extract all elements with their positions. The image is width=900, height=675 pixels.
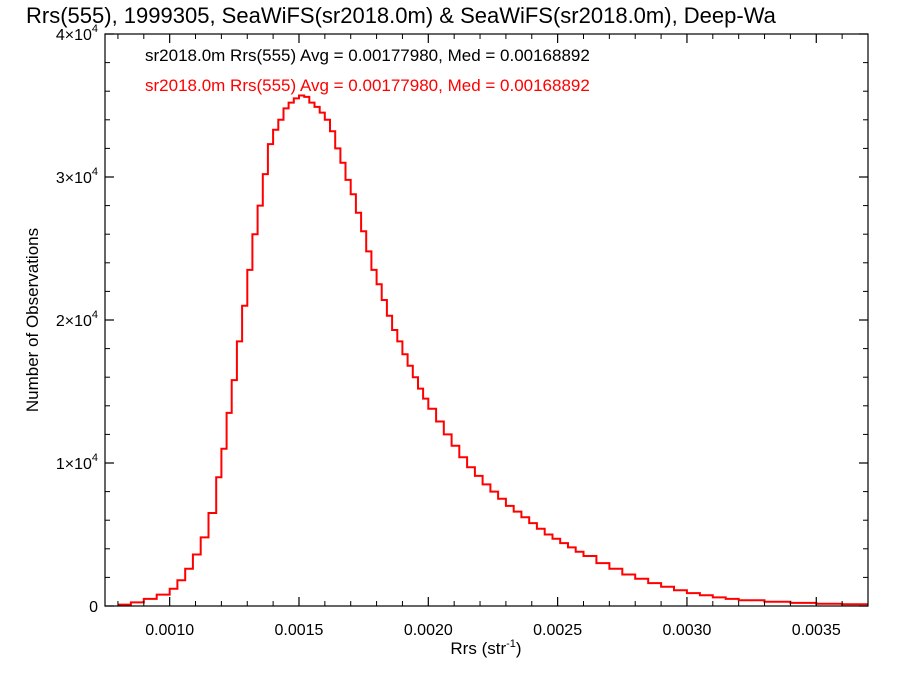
series-line <box>117 94 868 606</box>
x-tick-label: 0.0035 <box>792 622 841 639</box>
y-tick-label: 1×104 <box>56 452 98 473</box>
x-axis-label: Rrs (str-1) <box>450 638 521 658</box>
y-tick-label: 3×104 <box>56 166 98 187</box>
x-axis: 0.0010 0.0015 0.0020 0.0025 0.0030 0.0035 <box>117 34 869 639</box>
x-tick-label: 0.0010 <box>145 622 194 639</box>
chart-title: Rrs(555), 1999305, SeaWiFS(sr2018.0m) & … <box>26 3 777 28</box>
x-tick-label: 0.0020 <box>404 622 453 639</box>
y-axis: 0 1×104 2×104 3×104 4×104 <box>56 23 868 616</box>
y-tick-label: 2×104 <box>56 309 98 330</box>
legend: sr2018.0m Rrs(555) Avg = 0.00177980, Med… <box>145 46 590 95</box>
y-axis-label: Number of Observations <box>23 228 42 412</box>
x-tick-label: 0.0025 <box>533 622 582 639</box>
x-tick-label: 0.0030 <box>662 622 711 639</box>
legend-entry-2: sr2018.0m Rrs(555) Avg = 0.00177980, Med… <box>145 76 590 95</box>
y-tick-label: 0 <box>89 599 98 616</box>
x-tick-label: 0.0015 <box>275 622 324 639</box>
legend-entry-1: sr2018.0m Rrs(555) Avg = 0.00177980, Med… <box>145 46 590 65</box>
y-tick-label: 4×104 <box>56 23 98 44</box>
